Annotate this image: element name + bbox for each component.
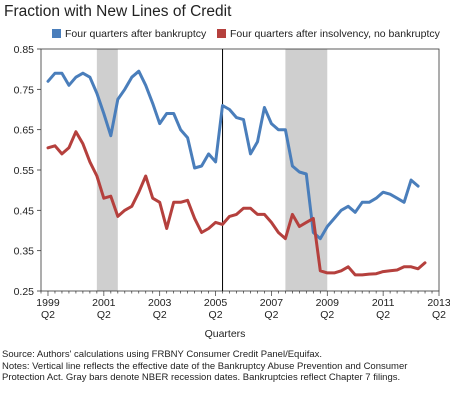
- x-tick-year: 2009: [316, 297, 340, 309]
- y-tick-label: 0.55: [14, 165, 35, 177]
- x-tick-year: 2007: [260, 297, 284, 309]
- recession-bar: [285, 49, 328, 291]
- y-tick-label: 0.45: [14, 205, 35, 217]
- x-tick-quarter: Q2: [432, 309, 446, 321]
- x-tick-year: 2005: [204, 297, 228, 309]
- source-note: Source: Authors' calculations using FRBN…: [2, 349, 323, 360]
- x-tick-year: 1999: [36, 297, 60, 309]
- legend-item-bankruptcy: Four quarters after bankruptcy: [52, 28, 206, 40]
- x-tick-quarter: Q2: [97, 309, 111, 321]
- x-tick-quarter: Q2: [264, 309, 278, 321]
- legend-label-bankruptcy: Four quarters after bankruptcy: [65, 28, 207, 40]
- y-tick-label: 0.85: [14, 44, 35, 56]
- recession-bar: [96, 49, 118, 291]
- x-tick-quarter: Q2: [320, 309, 334, 321]
- x-axis-label: Quarters: [204, 328, 246, 340]
- series-line-insolvency: [46, 130, 427, 277]
- x-tick-quarter: Q2: [209, 309, 223, 321]
- legend-item-insolvency: Four quarters after insolvency, no bankr…: [217, 28, 440, 40]
- y-tick-label: 0.25: [14, 286, 35, 298]
- legend-swatch-insolvency: [217, 29, 226, 38]
- x-tick-quarter: Q2: [153, 309, 167, 321]
- notes-text: Notes: Vertical line reflects the effect…: [2, 361, 408, 383]
- x-tick-quarter: Q2: [41, 309, 55, 321]
- legend-swatch-bankruptcy: [52, 29, 61, 38]
- y-tick-label: 0.35: [14, 246, 35, 258]
- chart-title: Fraction with New Lines of Credit: [4, 3, 232, 20]
- x-tick-year: 2013: [427, 297, 450, 309]
- x-tick-year: 2001: [92, 297, 116, 309]
- legend-label-insolvency: Four quarters after insolvency, no bankr…: [230, 28, 440, 40]
- series-line-bankruptcy: [46, 69, 420, 241]
- x-tick-year: 2003: [148, 297, 172, 309]
- y-tick-label: 0.65: [14, 125, 35, 137]
- line-chart: 0.850.750.650.550.450.350.251999Q22001Q2…: [14, 44, 450, 321]
- x-tick-quarter: Q2: [376, 309, 390, 321]
- x-tick-year: 2011: [372, 297, 395, 309]
- y-tick-label: 0.75: [14, 84, 35, 96]
